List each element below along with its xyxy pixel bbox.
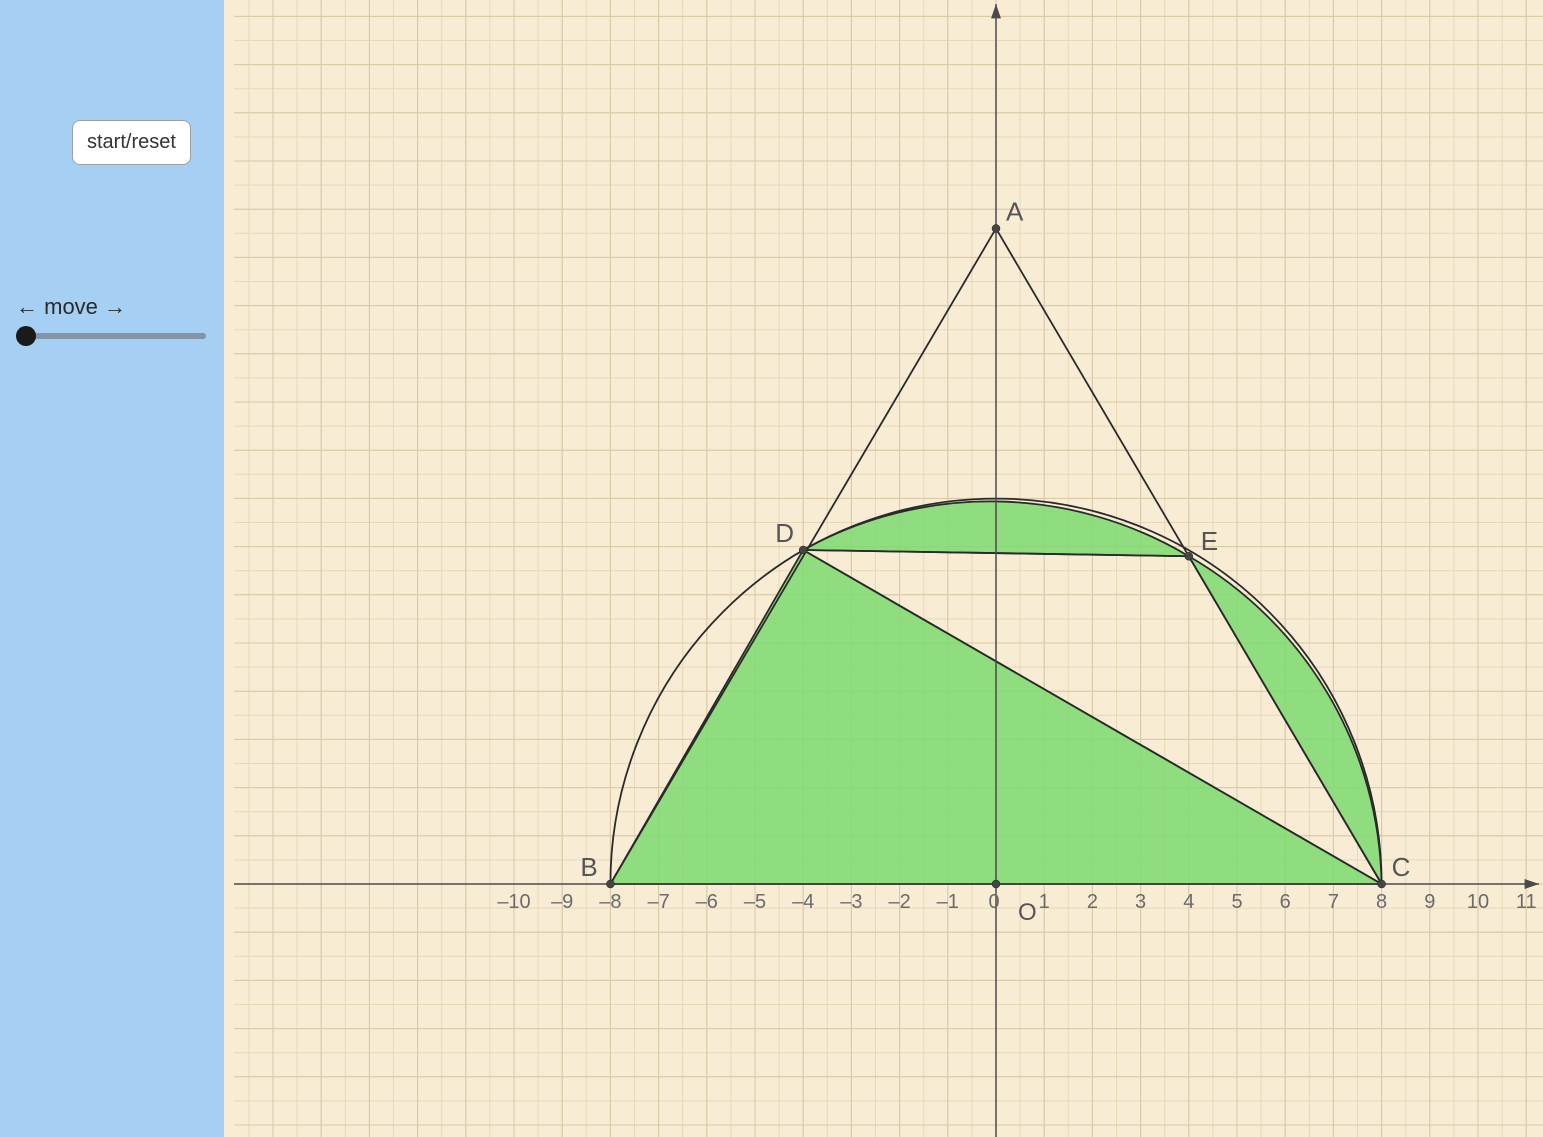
svg-text:–5: –5	[744, 891, 766, 913]
plot-svg: –10–9–8–7–6–5–4–3–2–101234567891011OABCD…	[234, 0, 1543, 1137]
slider-thumb[interactable]	[16, 326, 36, 346]
svg-text:10: 10	[1467, 891, 1489, 913]
sidebar-divider	[224, 0, 234, 1137]
move-slider[interactable]	[16, 326, 206, 346]
svg-text:–10: –10	[497, 891, 530, 913]
svg-text:–2: –2	[888, 891, 910, 913]
move-slider-label: ← move →	[16, 294, 206, 320]
svg-text:E: E	[1201, 526, 1218, 556]
svg-text:2: 2	[1087, 891, 1098, 913]
svg-text:B: B	[580, 852, 597, 882]
svg-text:–7: –7	[647, 891, 669, 913]
svg-text:0: 0	[988, 891, 999, 913]
svg-text:–8: –8	[599, 891, 621, 913]
svg-text:3: 3	[1135, 891, 1146, 913]
svg-text:–4: –4	[792, 891, 814, 913]
svg-text:9: 9	[1424, 891, 1435, 913]
svg-text:6: 6	[1280, 891, 1291, 913]
svg-text:7: 7	[1328, 891, 1339, 913]
move-slider-group: ← move →	[16, 294, 206, 346]
svg-text:A: A	[1006, 196, 1024, 226]
slider-track	[16, 333, 206, 339]
svg-text:C: C	[1392, 852, 1411, 882]
svg-text:5: 5	[1231, 891, 1242, 913]
svg-text:D: D	[775, 518, 794, 548]
svg-text:8: 8	[1376, 891, 1387, 913]
svg-text:O: O	[1018, 899, 1037, 926]
sidebar: start/reset ← move →	[0, 0, 234, 1137]
svg-text:11: 11	[1516, 891, 1537, 913]
svg-text:–9: –9	[551, 891, 573, 913]
start-reset-button[interactable]: start/reset	[72, 120, 191, 165]
plot-area[interactable]: –10–9–8–7–6–5–4–3–2–101234567891011OABCD…	[234, 0, 1543, 1137]
svg-text:–1: –1	[937, 891, 959, 913]
svg-text:4: 4	[1183, 891, 1194, 913]
svg-text:1: 1	[1039, 891, 1050, 913]
svg-text:–3: –3	[840, 891, 862, 913]
svg-text:–6: –6	[696, 891, 718, 913]
